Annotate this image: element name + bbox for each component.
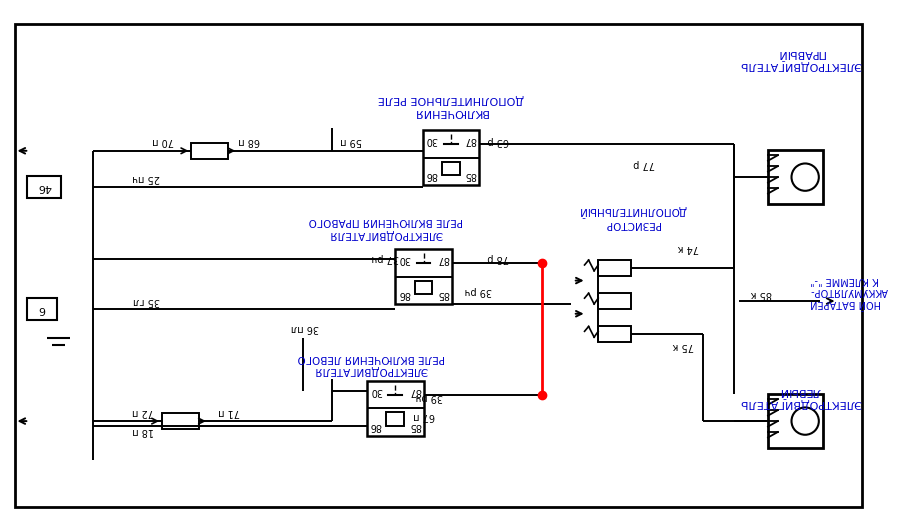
Text: 86: 86 bbox=[370, 421, 382, 431]
Text: 18 п: 18 п bbox=[132, 426, 154, 436]
Text: 85: 85 bbox=[464, 170, 477, 180]
Text: 78 р: 78 р bbox=[487, 253, 508, 263]
Text: 37 рч: 37 рч bbox=[372, 253, 400, 263]
Text: 30: 30 bbox=[398, 254, 410, 264]
Bar bbox=[386, 412, 404, 426]
Text: 59 п: 59 п bbox=[340, 136, 362, 146]
Text: НОЙ БАТАРЕИ: НОЙ БАТАРЕИ bbox=[810, 298, 881, 308]
Text: ЭЛЕКТРОДВИГАТЕЛЬ: ЭЛЕКТРОДВИГАТЕЛЬ bbox=[739, 60, 861, 70]
Text: 74 к: 74 к bbox=[678, 243, 698, 253]
Text: 72 п: 72 п bbox=[132, 407, 155, 417]
Bar bbox=[415, 280, 432, 294]
Text: 77 р: 77 р bbox=[633, 160, 655, 170]
Bar bbox=[442, 161, 460, 175]
Bar bbox=[598, 260, 632, 276]
Text: 68 п: 68 п bbox=[238, 136, 260, 146]
Text: 63 р: 63 р bbox=[487, 136, 508, 146]
Text: ДОПОЛНИТЕЛЬНЫЙ: ДОПОЛНИТЕЛЬНЫЙ bbox=[579, 206, 687, 217]
Bar bbox=[192, 143, 229, 159]
Text: 87: 87 bbox=[464, 135, 477, 145]
Text: РЕЗИСТОР: РЕЗИСТОР bbox=[605, 219, 660, 229]
Text: ЛЕВЫЙ: ЛЕВЫЙ bbox=[779, 386, 821, 396]
Text: ДОПОЛНИТЕЛЬНОЕ РЕЛЕ: ДОПОЛНИТЕЛЬНОЕ РЕЛЕ bbox=[378, 94, 524, 104]
Text: 70 п: 70 п bbox=[152, 136, 174, 146]
Text: 6: 6 bbox=[39, 304, 46, 314]
Text: 71 п: 71 п bbox=[219, 407, 240, 417]
Text: К КЛЕММЕ "-": К КЛЕММЕ "-" bbox=[810, 275, 879, 285]
Text: 87: 87 bbox=[436, 254, 449, 264]
Bar bbox=[598, 293, 632, 309]
Text: АККУМУЛЯТОР-: АККУМУЛЯТОР- bbox=[810, 286, 887, 296]
Text: ВКЛЮЧЕНИЯ: ВКЛЮЧЕНИЯ bbox=[413, 107, 489, 117]
Bar bbox=[768, 394, 823, 448]
Text: 85: 85 bbox=[436, 289, 449, 299]
Text: 36 пл: 36 пл bbox=[292, 324, 320, 334]
Text: 75 к: 75 к bbox=[672, 341, 694, 351]
Text: 30: 30 bbox=[370, 386, 382, 396]
Text: 87: 87 bbox=[409, 386, 421, 396]
Text: РЕЛЕ ВКЛЮЧЕНИЯ ЛЕВОГО: РЕЛЕ ВКЛЮЧЕНИЯ ЛЕВОГО bbox=[297, 353, 445, 363]
Text: 39 рч: 39 рч bbox=[416, 392, 443, 402]
Text: ПРАВЫЙ: ПРАВЫЙ bbox=[776, 48, 824, 58]
Text: 85: 85 bbox=[409, 421, 421, 431]
Text: ЭЛЕКТРОДВИГАТЕЛЯ: ЭЛЕКТРОДВИГАТЕЛЯ bbox=[314, 365, 428, 375]
Text: 86: 86 bbox=[425, 170, 437, 180]
Text: 25 пч: 25 пч bbox=[132, 173, 160, 183]
Text: ЭЛЕКТРОДВИГАТЕЛЬ: ЭЛЕКТРОДВИГАТЕЛЬ bbox=[739, 397, 861, 407]
Bar bbox=[598, 326, 632, 342]
Bar bbox=[395, 249, 452, 304]
Bar bbox=[162, 413, 199, 429]
Text: ЭЛЕКТРОДВИГАТЕЛЯ: ЭЛЕКТРОДВИГАТЕЛЯ bbox=[328, 229, 442, 239]
Text: 86: 86 bbox=[398, 289, 410, 299]
Bar bbox=[27, 176, 60, 198]
Bar bbox=[27, 298, 57, 319]
Text: 46: 46 bbox=[37, 182, 51, 192]
Bar bbox=[367, 381, 424, 436]
Bar bbox=[768, 150, 823, 204]
Bar bbox=[422, 130, 479, 185]
Text: 30: 30 bbox=[425, 135, 437, 145]
Text: 35 гл: 35 гл bbox=[133, 296, 160, 306]
Text: РЕЛЕ ВКЛЮЧЕНИЯ ПРАВОГО: РЕЛЕ ВКЛЮЧЕНИЯ ПРАВОГО bbox=[309, 216, 463, 226]
Text: 39 рч: 39 рч bbox=[464, 286, 492, 296]
Text: 67 п: 67 п bbox=[414, 411, 436, 421]
Text: 85 к: 85 к bbox=[751, 289, 772, 299]
